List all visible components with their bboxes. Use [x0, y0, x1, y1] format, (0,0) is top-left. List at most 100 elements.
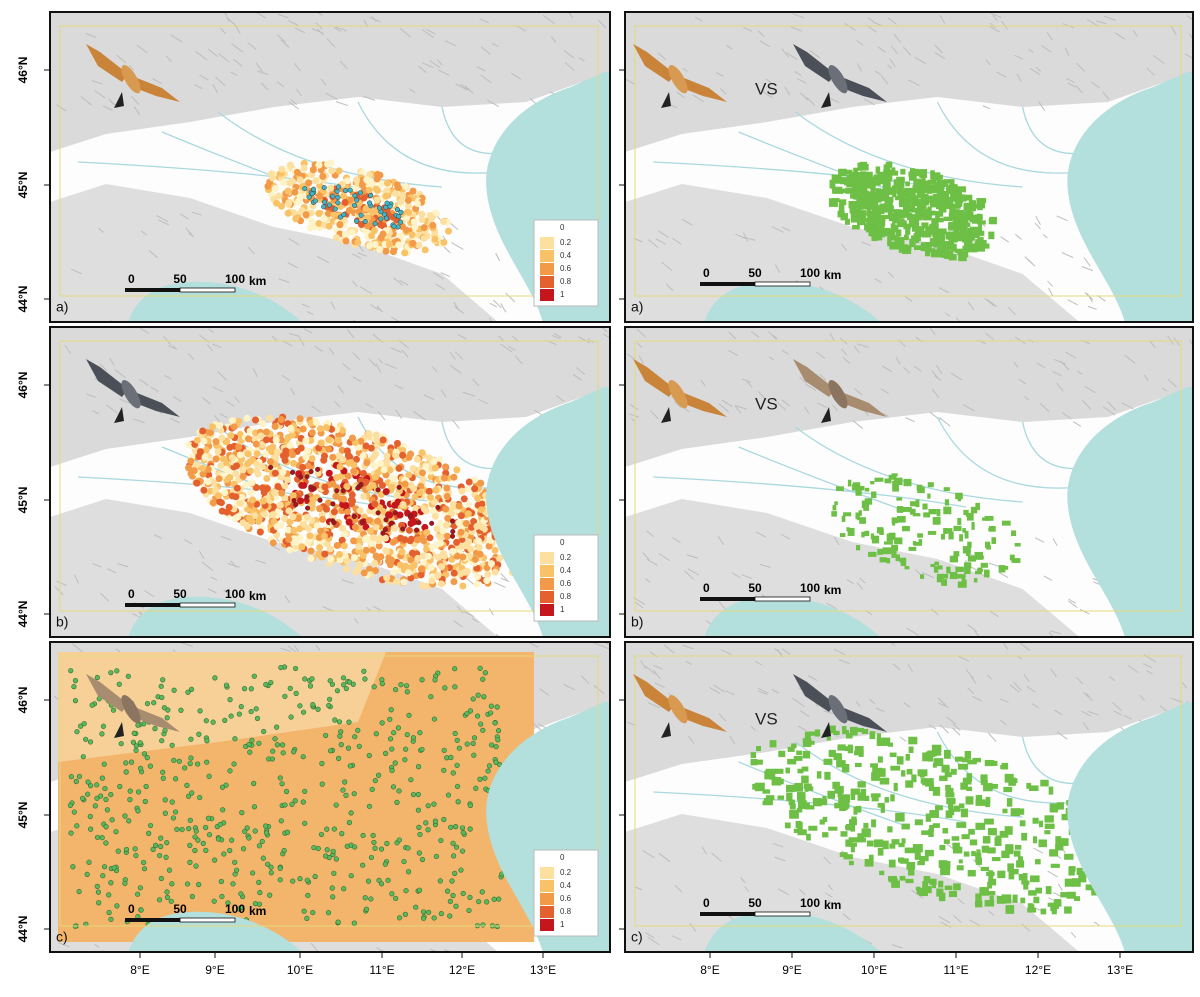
scale-bar-label: 100 [800, 266, 820, 280]
overlap-patch [856, 514, 860, 521]
occurrence-point [459, 825, 466, 831]
overlap-patch [832, 505, 837, 511]
occurrence-point [143, 783, 149, 790]
overlap-patch [975, 900, 983, 908]
occurrence-point [171, 757, 177, 763]
suitability-cell [350, 467, 358, 475]
relief [1052, 538, 1058, 547]
relief [1002, 642, 1009, 650]
occurrence-point [448, 824, 454, 830]
overlap-patch [822, 795, 827, 801]
occurrence-point [464, 710, 470, 717]
occurrence-point [331, 870, 337, 876]
overlap-patch [827, 790, 836, 799]
occurrence-point [265, 861, 271, 867]
overlap-patch [857, 781, 866, 788]
overlap-patch [932, 235, 938, 243]
relief [741, 574, 752, 579]
occurrence-point [195, 837, 201, 843]
occurrence-point [99, 731, 105, 737]
relief [580, 675, 589, 684]
overlap-patch [987, 847, 996, 854]
relief [1056, 382, 1064, 392]
occurrence-point [94, 674, 100, 681]
relief [133, 418, 145, 424]
relief [720, 88, 727, 95]
scale-bar-unit: km [249, 904, 266, 918]
occurrence-point [460, 890, 466, 897]
suitability-cell [407, 574, 415, 582]
occurrence-point [467, 708, 474, 714]
map-panel: VS0 50 100 kma) [619, 11, 1194, 323]
occurrence-point [137, 885, 143, 891]
occurrence-point [396, 788, 402, 794]
relief [842, 356, 851, 364]
relief [394, 384, 404, 390]
suitability-cell [338, 446, 346, 454]
relief [903, 702, 911, 708]
relief [859, 577, 866, 584]
relief [794, 70, 802, 76]
suitability-cell [413, 455, 421, 463]
occurrence-point [252, 901, 258, 907]
occurrence-point [384, 840, 390, 847]
suitability-cell [408, 549, 416, 557]
suitability-cell [474, 573, 482, 581]
overlap-patch [1051, 905, 1057, 915]
legend-label: 0.6 [560, 894, 572, 903]
overlap-patch [917, 486, 925, 494]
occurrence-point [83, 736, 89, 742]
occurrence-point [336, 184, 342, 190]
suitability-cell [315, 210, 323, 218]
relief [352, 280, 358, 287]
suitability-cell [307, 419, 315, 427]
overlap-patch [985, 800, 991, 808]
occurrence-point [375, 487, 381, 493]
relief [98, 227, 104, 233]
suitability-cell [325, 445, 333, 453]
relief [370, 304, 379, 311]
occurrence-point [138, 907, 144, 913]
relief [1024, 396, 1030, 401]
occurrence-point [318, 831, 325, 838]
suitability-cell [236, 451, 244, 459]
suitability-cell [405, 208, 413, 216]
overlap-patch [774, 768, 784, 774]
overlap-patch [789, 809, 799, 819]
overlap-patch [856, 545, 861, 551]
occurrence-point [203, 824, 209, 831]
occurrence-point [292, 665, 299, 672]
relief [572, 374, 582, 381]
occurrence-point [312, 198, 318, 204]
relief [359, 286, 373, 294]
occurrence-point [482, 670, 488, 676]
occurrence-point [123, 760, 129, 766]
relief [934, 44, 943, 54]
relief [598, 19, 606, 29]
suitability-cell [273, 523, 281, 531]
suitability-cell [362, 546, 370, 554]
overlap-patch [953, 805, 961, 812]
overlap-patch [936, 204, 945, 210]
suitability-cell [418, 210, 426, 218]
relief [781, 349, 789, 355]
overlap-patch [853, 806, 858, 815]
suitability-cell [425, 487, 433, 495]
relief [445, 40, 456, 47]
relief [931, 608, 939, 616]
occurrence-point [193, 828, 199, 834]
overlap-patch [1008, 871, 1015, 880]
suitability-cell [383, 574, 391, 582]
overlap-patch [855, 188, 865, 197]
occurrence-point [108, 791, 114, 798]
overlap-patch [974, 214, 983, 220]
overlap-patch [912, 541, 917, 546]
overlap-patch [785, 767, 790, 774]
suitability-cell [277, 416, 285, 424]
overlap-patch [921, 174, 926, 183]
overlap-patch [855, 488, 862, 496]
legend-label: 0.2 [560, 553, 572, 562]
occurrence-point [206, 773, 212, 779]
overlap-patch [941, 573, 949, 579]
relief [451, 242, 464, 250]
